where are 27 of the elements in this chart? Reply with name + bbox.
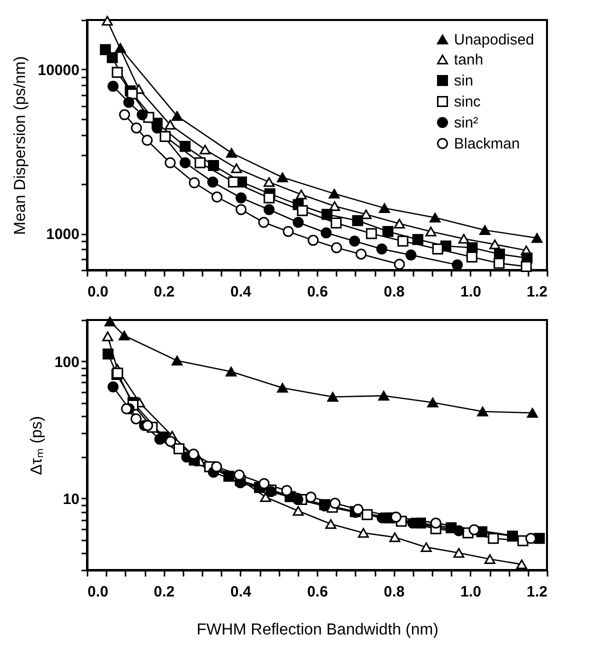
- legend-label: Blackman: [454, 136, 520, 152]
- x-tick-label: 0.6: [307, 584, 328, 600]
- x-tick-label: 0.0: [88, 284, 108, 300]
- legend-label: sin²: [454, 114, 478, 132]
- x-tick-label: 1.0: [460, 284, 482, 300]
- x-tick-label: 0.4: [230, 584, 252, 600]
- x-tick-label: 1.2: [526, 284, 548, 300]
- legend-label: tanh: [454, 52, 484, 68]
- x-tick-label: 0.6: [307, 284, 328, 300]
- y-tick-label: 10: [62, 490, 80, 508]
- x-tick-label: 0.2: [154, 584, 175, 600]
- y-tick-label: 100: [54, 354, 80, 371]
- x-tick-label: 0.8: [384, 284, 405, 300]
- x-tick-label: 0.8: [384, 584, 405, 600]
- y-axis-title: Mean Dispersion (ps/nm): [12, 56, 29, 235]
- y-tick-label: 10000: [38, 62, 80, 79]
- legend-label: sin: [454, 72, 474, 90]
- x-tick-label: 0.4: [230, 284, 252, 300]
- y-tick-label: 1000: [46, 226, 80, 244]
- legend-label: Unapodised: [454, 32, 534, 48]
- x-tick-label: 1.2: [526, 584, 548, 600]
- legend-label: sinc: [454, 94, 482, 110]
- x-axis-title: FWHM Reflection Bandwidth (nm): [196, 622, 438, 638]
- x-tick-label: 0.2: [154, 284, 175, 300]
- x-tick-label: 1.0: [460, 584, 482, 600]
- y-axis-title: Δτₘ (ps): [28, 416, 46, 476]
- x-tick-label: 0.0: [88, 584, 108, 600]
